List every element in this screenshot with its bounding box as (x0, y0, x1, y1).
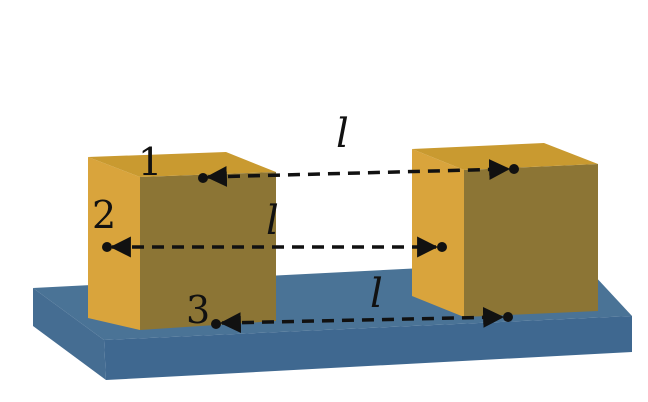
right-block (412, 143, 598, 317)
distance-label-3: l (370, 271, 383, 317)
point-2-right (437, 242, 447, 252)
point-1-left (198, 173, 208, 183)
point-1-right (509, 164, 519, 174)
point-3-left (211, 319, 221, 329)
right-block-front (412, 149, 464, 317)
distance-label-2: l (266, 198, 279, 244)
right-block-side (464, 164, 598, 317)
point-label-1: 1 (138, 140, 162, 184)
point-label-3: 3 (186, 288, 210, 332)
point-3-right (503, 312, 513, 322)
left-block (88, 152, 276, 330)
point-2-left (102, 242, 112, 252)
left-block-front (88, 157, 140, 330)
point-label-2: 2 (92, 193, 116, 237)
distance-label-1: l (336, 111, 349, 157)
